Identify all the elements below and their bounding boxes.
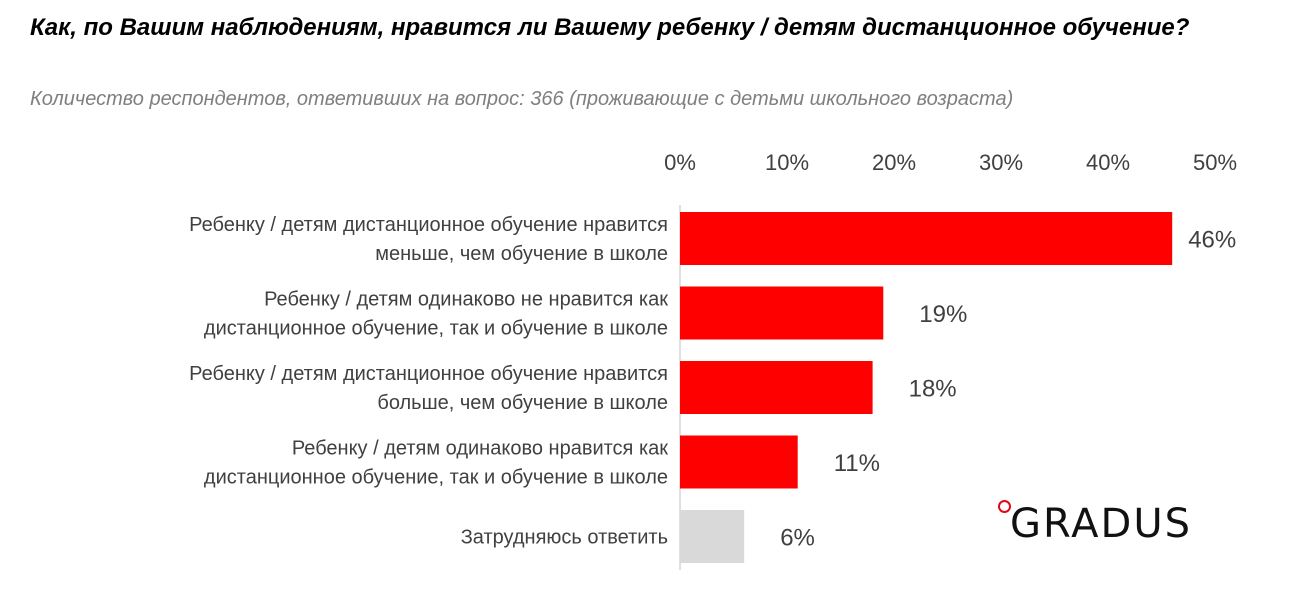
logo-circle-icon xyxy=(998,500,1011,513)
bar xyxy=(680,361,873,414)
bar xyxy=(680,212,1173,265)
data-label: 19% xyxy=(919,301,967,328)
category-label: Ребенку / детям одинаково нравится как xyxy=(292,438,668,460)
data-label: 46% xyxy=(1188,227,1236,254)
chart-subtitle: Количество респондентов, ответивших на в… xyxy=(30,88,1014,110)
x-tick-label: 40% xyxy=(1086,150,1130,175)
bar xyxy=(680,286,884,340)
category-label: Ребенку / детям дистанционное обучение н… xyxy=(189,363,668,385)
bar xyxy=(680,435,798,489)
category-label: дистанционное обучение, так и обучение в… xyxy=(204,467,668,489)
category-label: меньше, чем обучение в школе xyxy=(375,243,668,265)
data-label: 18% xyxy=(909,376,957,403)
data-label: 11% xyxy=(834,450,880,477)
x-tick-label: 20% xyxy=(872,150,916,175)
data-label: 6% xyxy=(780,525,815,552)
chart-title: Как, по Вашим наблюдениям, нравится ли В… xyxy=(30,14,1190,41)
x-tick-label: 10% xyxy=(765,150,809,175)
x-tick-label: 0% xyxy=(664,150,696,175)
category-label: Ребенку / детям дистанционное обучение н… xyxy=(189,214,668,236)
x-tick-label: 50% xyxy=(1193,150,1237,175)
x-tick-label: 30% xyxy=(979,150,1023,175)
gradus-logo: GRADUS xyxy=(998,500,1190,548)
category-label: дистанционное обучение, так и обучение в… xyxy=(204,318,668,340)
category-label: Ребенку / детям одинаково не нравится ка… xyxy=(264,289,668,311)
bar xyxy=(680,510,745,563)
category-label: больше, чем обучение в школе xyxy=(377,392,668,414)
category-label: Затрудняюсь ответить xyxy=(461,527,668,549)
logo-text: GRADUS xyxy=(1010,501,1192,547)
